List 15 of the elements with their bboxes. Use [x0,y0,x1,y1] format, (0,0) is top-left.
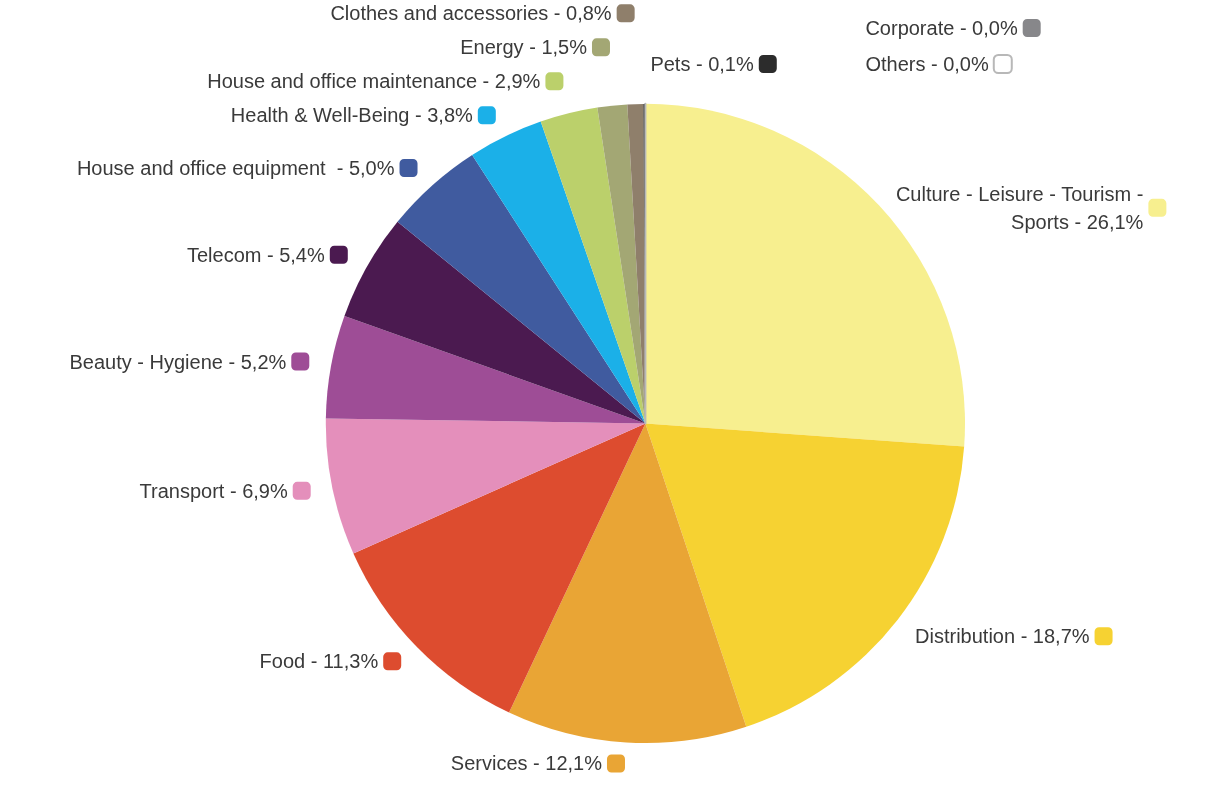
legend-label: House and office maintenance - 2,9% [207,70,541,93]
legend-label: Energy - 1,5% [460,36,588,59]
legend-label: Distribution - 18,7% [915,625,1090,648]
legend-label: Services - 12,1% [450,752,603,775]
legend-label: Food - 11,3% [259,650,379,673]
legend-label: Telecom - 5,4% [186,243,325,266]
legend-label: Pets - 0,1% [650,53,754,75]
legend-label: Clothes and accessories - 0,8% [330,2,612,25]
legend-label: Corporate - 0,0% [865,17,1018,39]
legend-label: Others - 0,0% [865,53,989,75]
legend-label: Transport - 6,9% [139,479,288,502]
legend-label: Beauty - Hygiene - 5,2% [69,350,287,373]
legend-label: Culture - Leisure - Tourism - Sports - 26,1% [895,182,1144,233]
legend-label: House and office equipment - 5,0% [76,156,395,179]
legend-label: Health & Well-Being - 3,8% [230,104,474,127]
